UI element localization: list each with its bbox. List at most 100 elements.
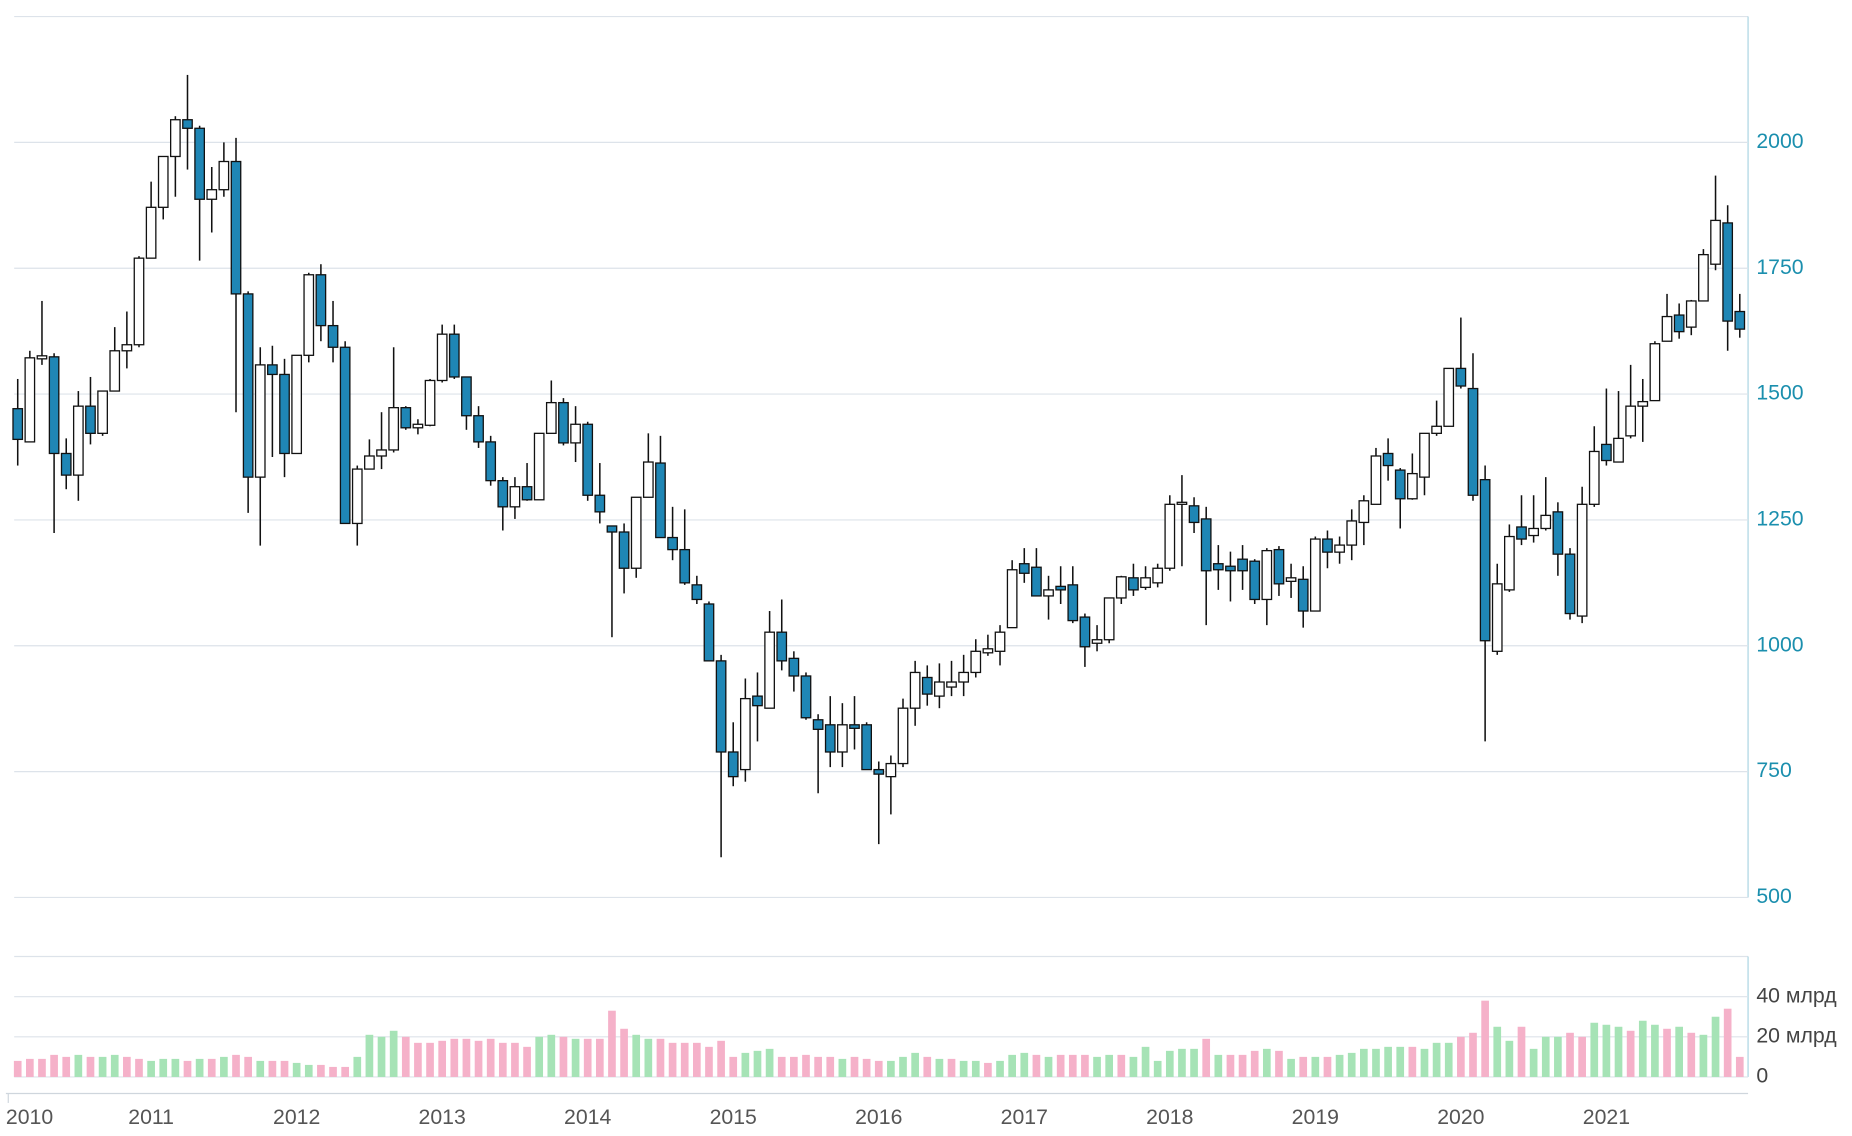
volume-bar [826, 1056, 835, 1077]
volume-bar [1347, 1052, 1356, 1077]
volume-bar [1093, 1056, 1101, 1077]
candle-body [1212, 563, 1224, 571]
candle-body [1346, 520, 1358, 546]
volume-bar [1202, 1038, 1211, 1077]
candle-body [36, 355, 48, 360]
candle-body [1552, 511, 1564, 555]
candle-body [376, 449, 387, 457]
candle-body [351, 468, 363, 525]
x-tick-label: 2010 [6, 1105, 53, 1129]
volume-bar [923, 1056, 932, 1077]
y-tick-label: 1750 [1756, 255, 1803, 279]
candle-body [946, 681, 957, 688]
volume-bar [583, 1038, 592, 1077]
volume-bar [620, 1028, 628, 1077]
candle-body [291, 354, 303, 455]
candle-body [752, 695, 763, 707]
candle-body [1091, 639, 1103, 644]
candle-body [364, 455, 375, 470]
candle-body [642, 461, 654, 498]
volume-bar [971, 1060, 980, 1077]
volume-bar [1250, 1050, 1259, 1077]
volume-bar [668, 1042, 677, 1077]
y-tick-label: 0 [1756, 1064, 1768, 1088]
candle-body [873, 768, 885, 775]
volume-bar [802, 1054, 810, 1077]
candle-body [97, 390, 108, 434]
volume-bar [1638, 1020, 1647, 1077]
volume-bar [1275, 1050, 1283, 1077]
volume-bar [1651, 1024, 1659, 1077]
candle-body [1601, 443, 1612, 462]
x-tick-label: 2015 [710, 1105, 757, 1129]
volume-bar [1505, 1040, 1514, 1077]
candle-body [1285, 577, 1297, 582]
volume-bar [1081, 1054, 1089, 1077]
candle-body [994, 631, 1006, 652]
candle-body [1528, 527, 1540, 537]
volume-bar [1675, 1026, 1683, 1077]
candle-body [157, 155, 169, 208]
volume-bar [1008, 1054, 1016, 1077]
volume-bar [38, 1058, 46, 1077]
candle-body [1152, 567, 1164, 584]
candle-body [1031, 566, 1042, 597]
volume-bar [996, 1060, 1004, 1077]
candle-body [897, 707, 909, 765]
y-tick-label: 2000 [1756, 129, 1803, 153]
candle-body [715, 660, 727, 753]
volume-bar [874, 1060, 883, 1077]
candle-body [655, 462, 666, 539]
volume-bar [595, 1038, 604, 1077]
volume-bar [1178, 1048, 1186, 1077]
volume-bar [753, 1050, 762, 1077]
candle-body [1006, 569, 1018, 629]
volume-bar [1735, 1056, 1744, 1077]
volume-bar [1420, 1048, 1429, 1077]
candle-body [1079, 616, 1091, 648]
candle-body [545, 401, 557, 434]
candle-body [1673, 314, 1685, 333]
candle-body [1419, 432, 1430, 478]
volume-bar [1687, 1032, 1696, 1077]
candle-body [582, 423, 594, 496]
candle-body [1309, 538, 1321, 612]
candle-body [727, 751, 739, 778]
volume-bar [887, 1060, 895, 1077]
volume-bar [1408, 1046, 1417, 1077]
candle-body [448, 333, 460, 378]
candle-body [1504, 535, 1515, 591]
volume-bar [110, 1054, 119, 1077]
volume-bar [292, 1062, 301, 1077]
volume-bar [1323, 1056, 1332, 1077]
volume-bar [1129, 1056, 1138, 1077]
candle-body [48, 356, 60, 455]
candle-body [424, 379, 436, 426]
volume-bar [1711, 1016, 1720, 1077]
candle-body [400, 407, 412, 429]
volume-bar [389, 1030, 398, 1077]
candle-body [764, 631, 775, 709]
candle-body [691, 584, 703, 601]
volume-bar [1153, 1060, 1162, 1077]
volume-bar [135, 1058, 143, 1077]
volume-bar [474, 1040, 483, 1077]
candle-body [1455, 367, 1467, 387]
candle-body [533, 432, 545, 501]
candle-body [327, 324, 339, 348]
volume-bar [523, 1046, 531, 1077]
x-tick-label: 2019 [1292, 1105, 1339, 1129]
volume-bar [232, 1054, 240, 1077]
volume-bar [353, 1056, 362, 1077]
volume-bar [947, 1058, 956, 1077]
x-tick-label: 2021 [1583, 1105, 1630, 1129]
volume-bar [1032, 1054, 1041, 1077]
candle-body [521, 486, 533, 501]
volume-bar [1141, 1046, 1150, 1077]
candle-body [1698, 253, 1709, 302]
volume-bar [1432, 1042, 1441, 1077]
candle-body [861, 724, 873, 771]
candle-body [412, 423, 424, 429]
candle-body [982, 648, 994, 654]
